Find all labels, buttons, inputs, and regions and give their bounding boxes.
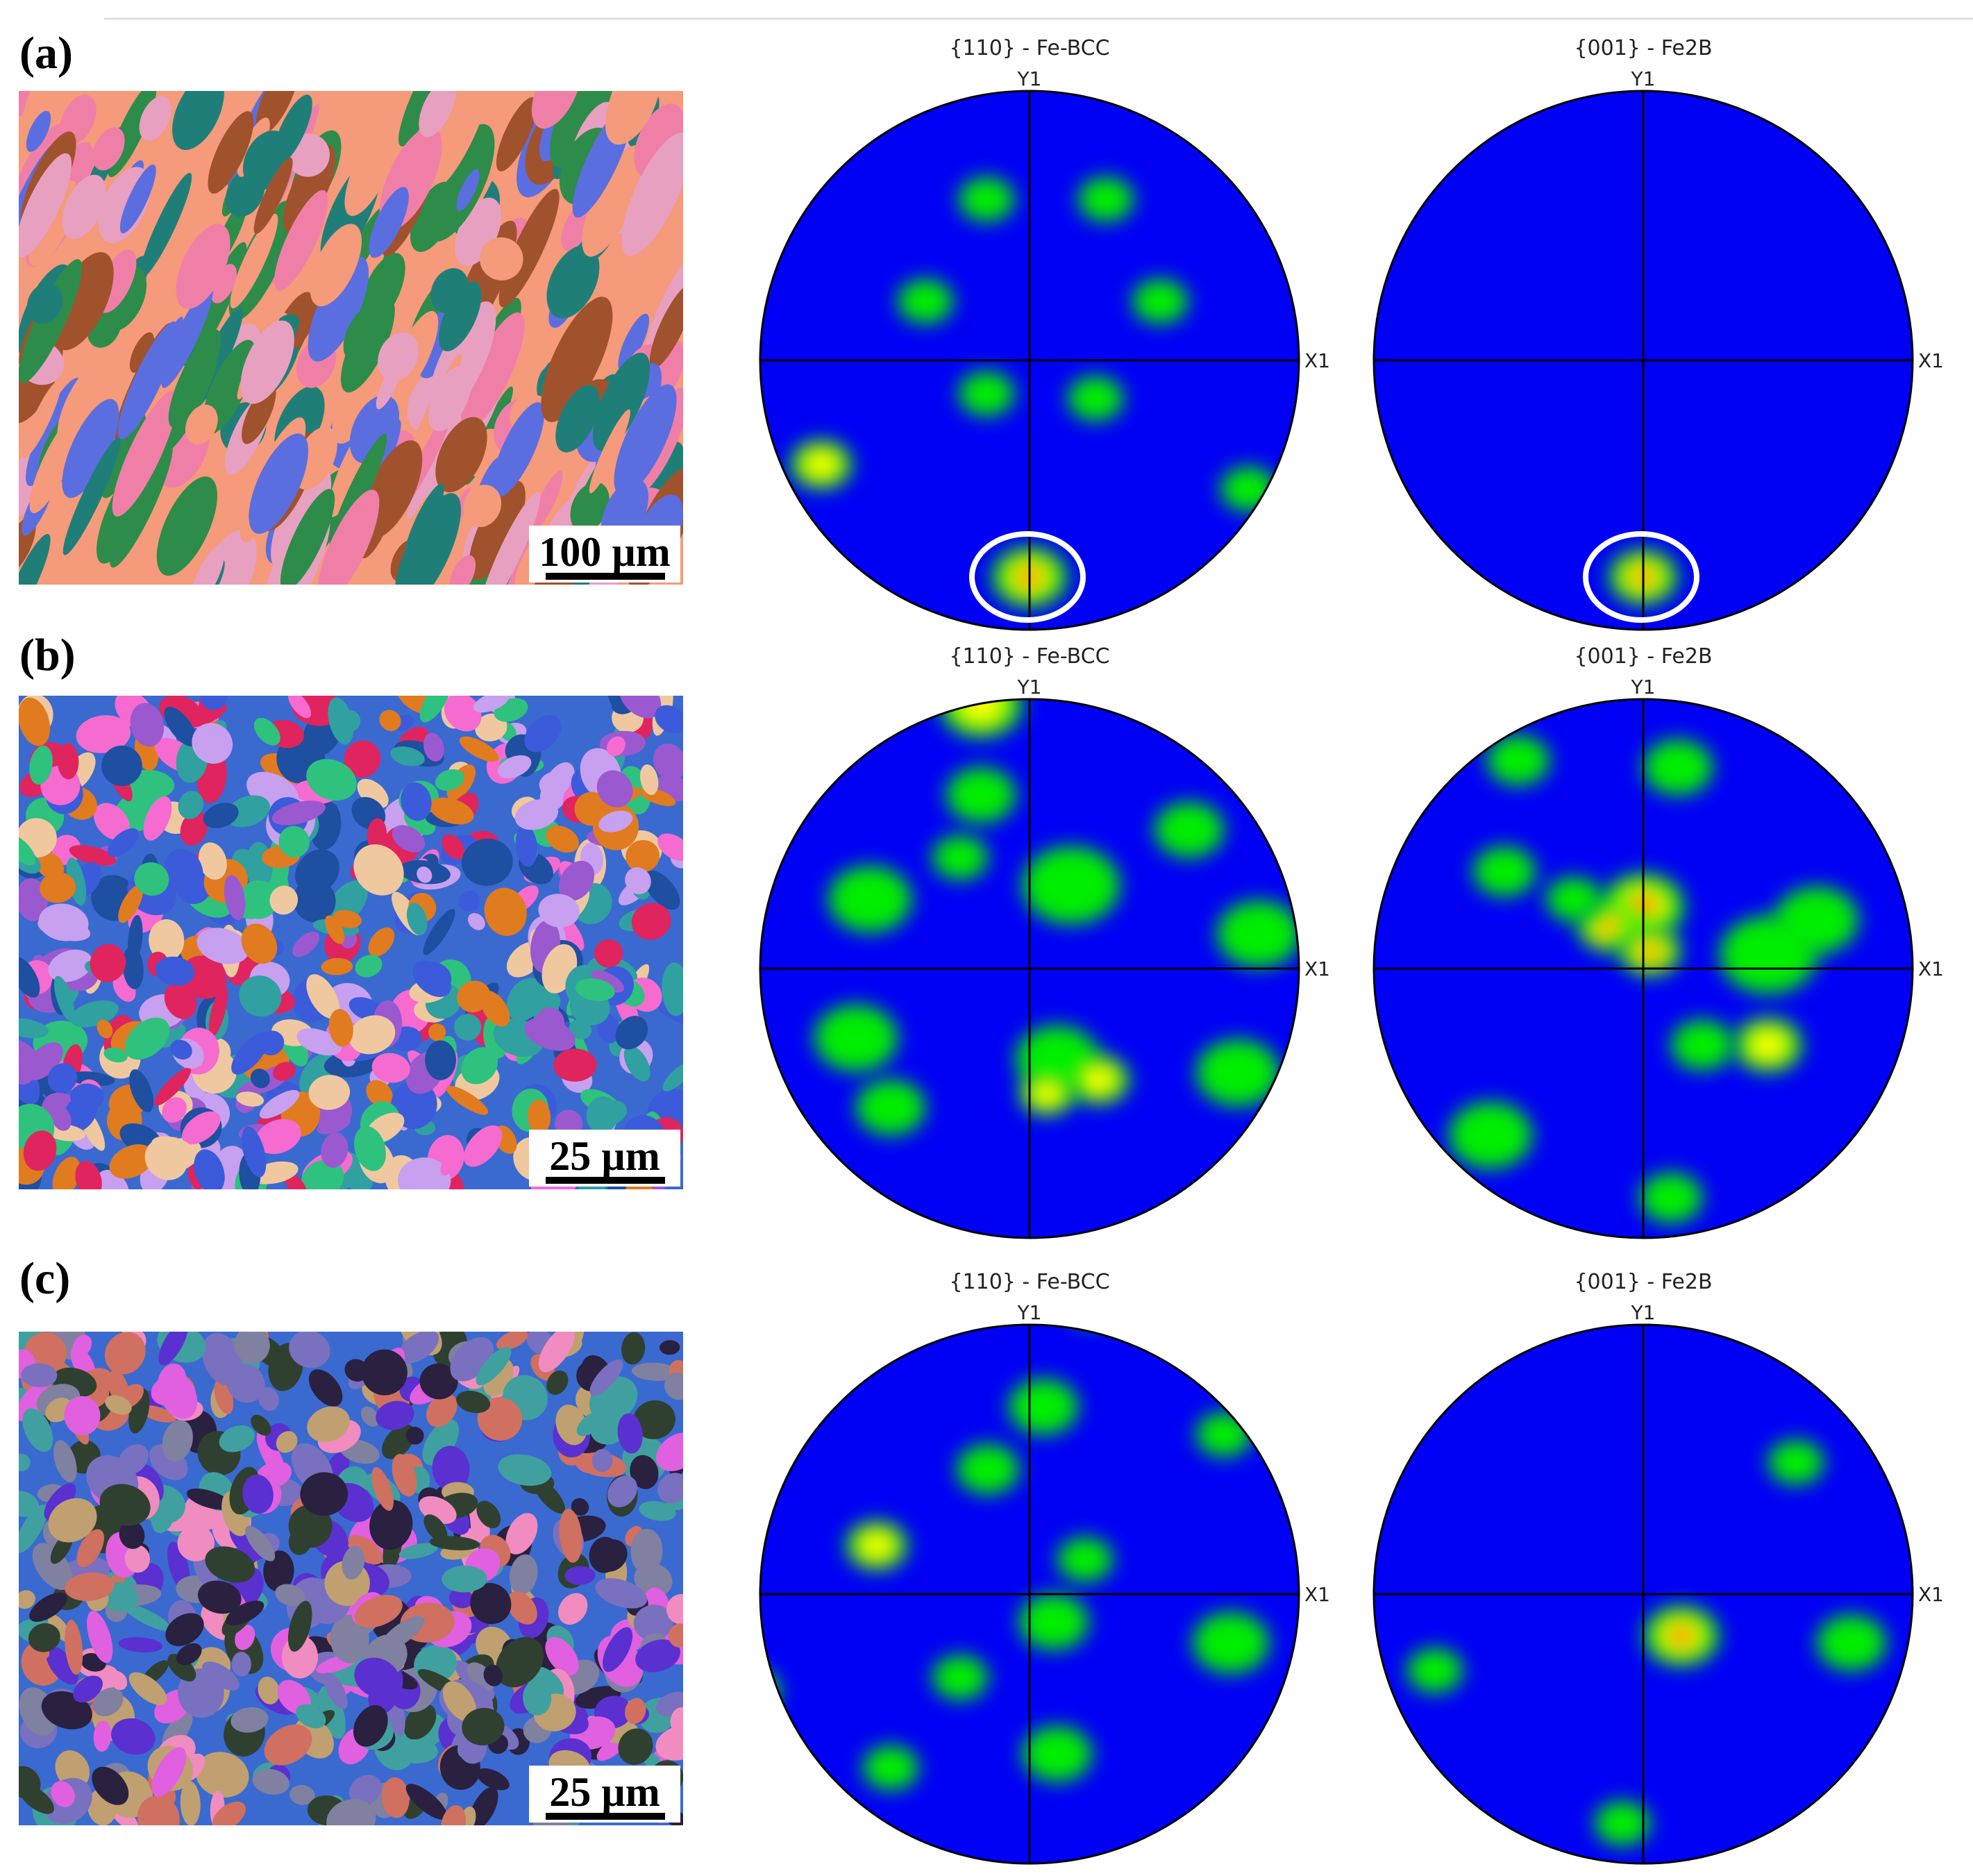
pole-figure-outline: [1372, 698, 1914, 1239]
pole-figure: {001} - Fe2B Y1 X1: [1372, 644, 1944, 1239]
pole-figure-title: {110} - Fe-BCC: [949, 644, 1109, 669]
intensity-map: [1449, 735, 1858, 1223]
pole-figure-title: {110} - Fe-BCC: [949, 36, 1109, 60]
intensity-spot: [1193, 1612, 1269, 1673]
intensity-spot: [790, 439, 853, 489]
intensity-map: [790, 177, 1276, 608]
y-axis-label: Y1: [1017, 67, 1042, 90]
intensity-spot: [1023, 1726, 1092, 1782]
intensity-spot: [939, 699, 1023, 738]
x-axis-label: X1: [1304, 1583, 1330, 1606]
scale-bar-label: 100 µm: [539, 529, 671, 575]
pole-figure-title: {001} - Fe2B: [1574, 1270, 1712, 1294]
pole-figure-title: {001} - Fe2B: [1574, 36, 1712, 60]
pole-figure: {110} - Fe-BCC Y1 X1: [759, 644, 1330, 1239]
intensity-spot: [1643, 1605, 1720, 1666]
intensity-spot: [1768, 1440, 1824, 1484]
y-axis-label: Y1: [1631, 676, 1656, 698]
intensity-spot: [1487, 735, 1550, 785]
x-axis-label: X1: [1918, 957, 1944, 980]
pole-figure: {110} - Fe-BCC Y1 X1: [759, 1270, 1330, 1865]
intensity-spot: [1733, 1017, 1803, 1073]
pole-figure: {110} - Fe-BCC Y1 X1: [759, 36, 1330, 631]
intensity-spot: [1068, 1055, 1130, 1105]
pole-figure-outline: [1372, 90, 1914, 631]
panel-label: (b): [19, 630, 76, 680]
intensity-spot: [1640, 1173, 1702, 1223]
intensity-spot: [1546, 877, 1602, 921]
panel-label: (c): [19, 1253, 70, 1304]
intensity-spot: [846, 1521, 908, 1571]
intensity-spot: [1449, 1102, 1532, 1169]
intensity-spot: [1009, 1379, 1078, 1434]
intensity-spot: [863, 1745, 918, 1790]
pole-figure: {001} - Fe2B Y1 X1: [1372, 36, 1944, 631]
ebsd-map: 25 µm: [19, 696, 683, 1189]
intensity-spot: [959, 177, 1014, 221]
scale-bar: 25 µm: [529, 1130, 680, 1187]
panel-label: (a): [19, 28, 73, 78]
intensity-spot: [1220, 467, 1276, 511]
intensity-spot: [959, 371, 1014, 416]
highlight-circle: [1583, 531, 1699, 623]
intensity-spot: [1078, 177, 1134, 221]
intensity-spot: [1473, 846, 1536, 896]
intensity-spot: [1595, 1801, 1650, 1845]
intensity-spot: [856, 1080, 925, 1135]
intensity-spot: [1643, 739, 1713, 795]
intensity-spot: [1196, 1039, 1279, 1106]
x-axis-label: X1: [1304, 957, 1330, 980]
intensity-spot: [1132, 279, 1188, 324]
intensity-spot: [898, 279, 953, 324]
intensity-spot: [1407, 1648, 1463, 1693]
intensity-spot: [1217, 901, 1299, 967]
intensity-spot: [1817, 1615, 1886, 1670]
pole-figure-outline: [759, 1323, 1300, 1865]
intensity-spot: [1019, 1071, 1075, 1116]
pole-figure-outline: [759, 698, 1300, 1239]
intensity-spot: [946, 767, 1016, 823]
ebsd-map: 100 µm: [19, 91, 683, 585]
intensity-spot: [1057, 1537, 1113, 1582]
intensity-spot: [932, 835, 988, 880]
intensity-spot: [814, 1005, 898, 1071]
intensity-spot: [1019, 1594, 1089, 1650]
panel-row: (b) 25 µm {110} - Fe-BCC Y1 X1 {001} - Fe2B Y1…: [19, 630, 1944, 1239]
panel-row: (a) 100 µm {110} - Fe-BCC Y1 X1 {001} - Fe2B Y…: [19, 28, 1944, 631]
y-axis-label: Y1: [1017, 1301, 1042, 1324]
intensity-spot: [1671, 1020, 1733, 1070]
pole-figure: {001} - Fe2B Y1 X1: [1372, 1270, 1944, 1865]
pole-figure-outline: [759, 90, 1300, 631]
intensity-spot: [932, 1655, 988, 1700]
intensity-spot: [1155, 802, 1224, 857]
intensity-map: [1407, 1440, 1886, 1845]
scale-bar-label: 25 µm: [549, 1133, 660, 1179]
y-axis-label: Y1: [1631, 1301, 1656, 1324]
pole-figure-title: {001} - Fe2B: [1574, 644, 1712, 669]
ebsd-map: 25 µm: [19, 1332, 683, 1825]
y-axis-label: Y1: [1631, 67, 1656, 90]
scale-bar: 100 µm: [529, 526, 680, 583]
intensity-spot: [957, 1444, 1019, 1494]
intensity-spot: [828, 866, 912, 932]
x-axis-label: X1: [1304, 349, 1330, 372]
intensity-map: [814, 699, 1299, 1135]
intensity-spot: [1775, 887, 1858, 953]
pole-figure-title: {110} - Fe-BCC: [949, 1270, 1109, 1294]
intensity-spot: [1023, 846, 1120, 924]
panel-row: (c) 25 µm {110} - Fe-BCC Y1 X1 {001} - Fe2B Y1…: [19, 1253, 1944, 1865]
scale-bar-label: 25 µm: [549, 1769, 660, 1815]
scale-bar: 25 µm: [529, 1766, 680, 1823]
intensity-spot: [760, 1669, 780, 1714]
y-axis-label: Y1: [1017, 676, 1042, 698]
intensity-spot: [1196, 1412, 1252, 1457]
x-axis-label: X1: [1918, 349, 1944, 372]
pole-figure-outline: [1372, 1323, 1914, 1865]
x-axis-label: X1: [1918, 1583, 1944, 1606]
highlight-circle: [969, 531, 1086, 623]
intensity-spot: [1068, 376, 1123, 421]
